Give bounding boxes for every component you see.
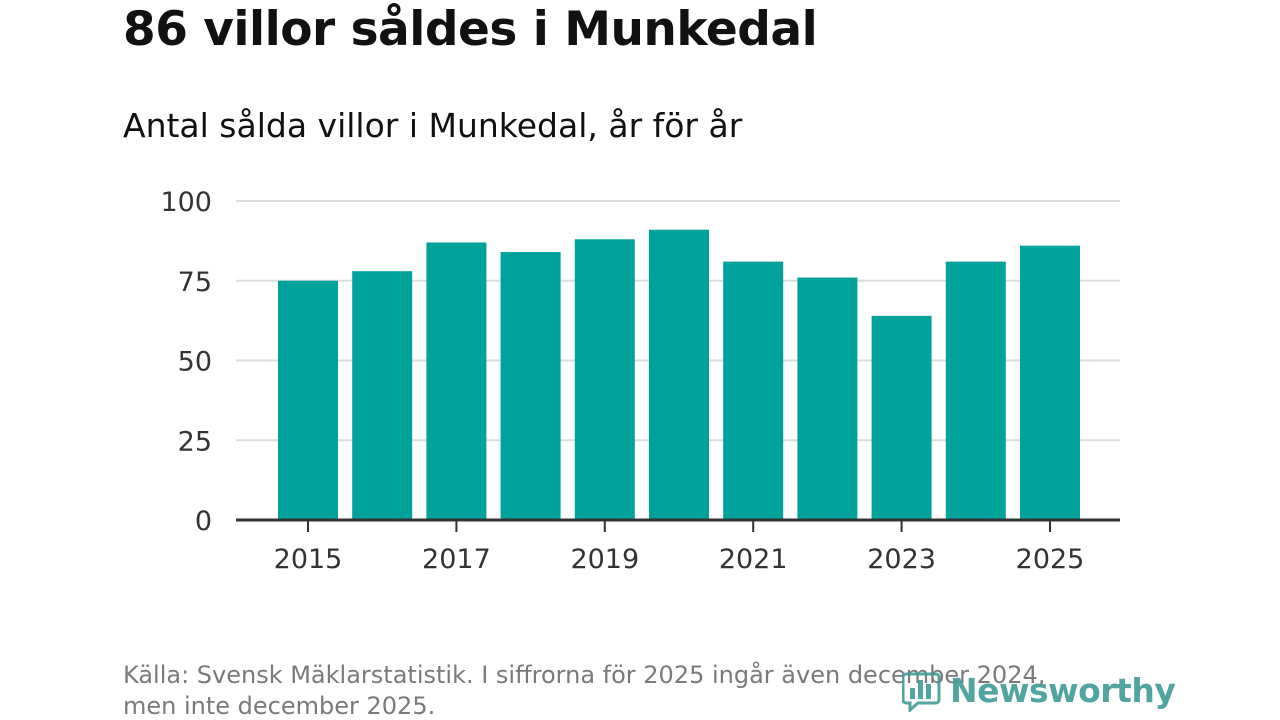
bar-2025 [1020, 245, 1080, 520]
y-tick-label-100: 100 [160, 187, 212, 218]
logo-text: Newsworthy [950, 670, 1176, 710]
chart-title: 86 villor såldes i Munkedal [123, 2, 818, 57]
bar-chart: 0 25 50 75 100 2015 2017 2019 2021 2023 2025 [160, 187, 1120, 575]
bar-2019 [574, 239, 635, 520]
bar-chart-logo-icon [902, 672, 941, 712]
source-line-1: Källa: Svensk Mäklarstatistik. I siffror… [123, 661, 1046, 689]
bar-2023 [871, 315, 932, 520]
bar-2021 [723, 261, 784, 520]
y-tick-label-0: 0 [195, 506, 212, 537]
source-note: Källa: Svensk Mäklarstatistik. I siffror… [123, 660, 1123, 720]
y-tick-label-50: 50 [178, 347, 212, 378]
y-tick-label-75: 75 [178, 267, 212, 298]
bar-2017 [426, 242, 487, 520]
bar-2018 [500, 252, 561, 521]
bar-2024 [945, 261, 1006, 520]
x-axis-ticks: 2015 2017 2019 2021 2023 2025 [274, 520, 1085, 575]
y-axis-ticks: 0 25 50 75 100 [160, 187, 212, 537]
source-line-2: men inte december 2025. [123, 692, 436, 720]
y-tick-label-25: 25 [178, 426, 212, 457]
bar-2016 [352, 271, 413, 520]
x-tick-label-2023: 2023 [867, 544, 936, 575]
bar-2022 [797, 277, 858, 520]
x-tick-label-2017: 2017 [422, 544, 491, 575]
newsworthy-logo: Newsworthy [902, 668, 1176, 712]
chart-subtitle: Antal sålda villor i Munkedal, år för år [123, 106, 743, 145]
bar-2015 [278, 280, 338, 520]
x-tick-label-2015: 2015 [274, 544, 343, 575]
x-tick-label-2021: 2021 [719, 544, 788, 575]
bar-2020 [649, 229, 709, 520]
x-tick-label-2025: 2025 [1016, 544, 1085, 575]
x-tick-label-2019: 2019 [570, 544, 639, 575]
bars [278, 229, 1080, 521]
